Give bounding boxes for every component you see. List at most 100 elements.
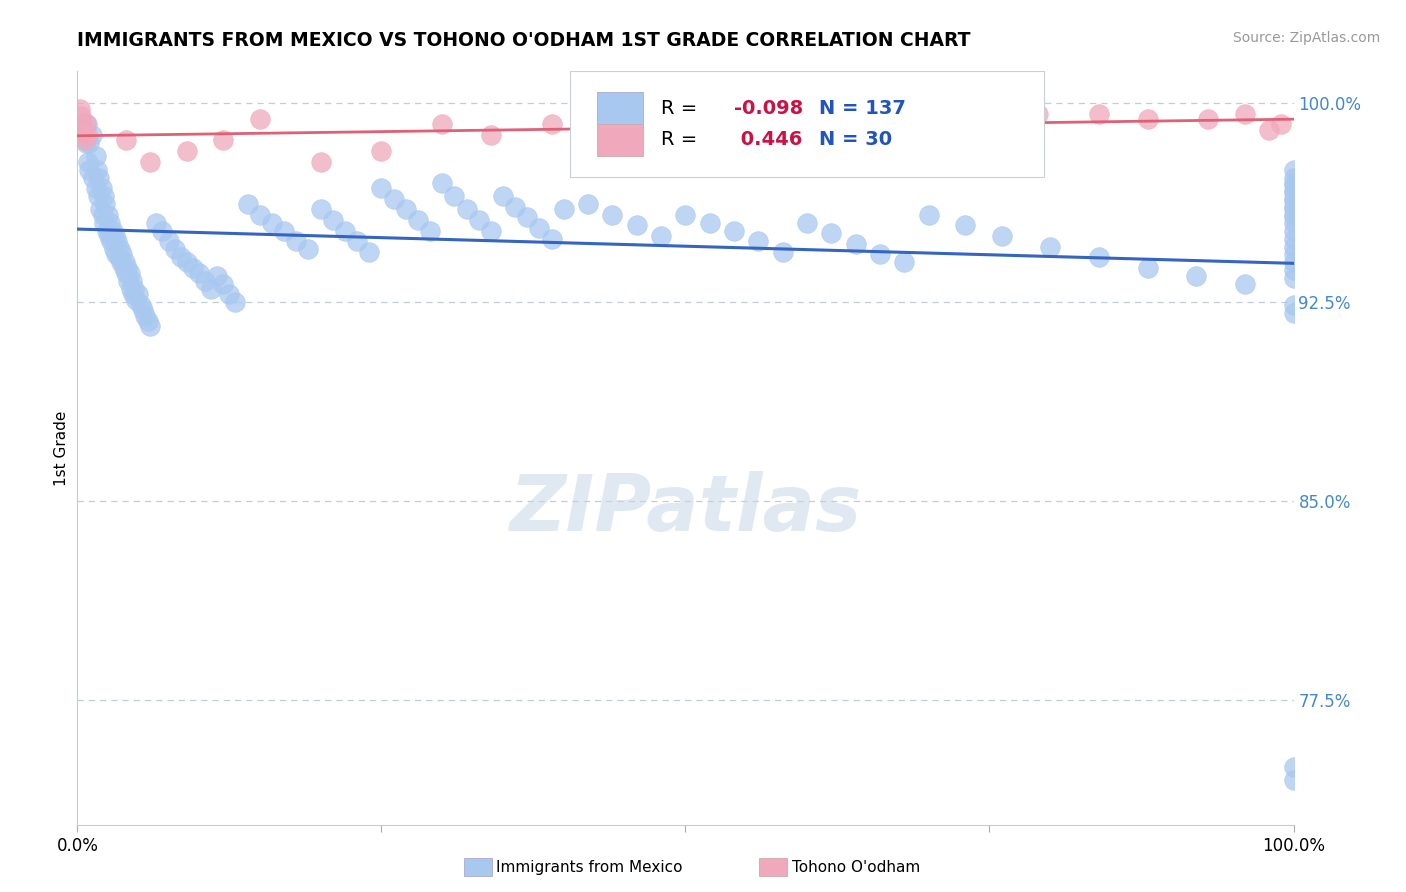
Point (145, 216, 167, 230)
Text: R =: R = (661, 130, 703, 150)
Point (1282, 760, 1305, 774)
Point (100, 234, 122, 248)
FancyBboxPatch shape (596, 93, 643, 124)
Point (96, 224, 118, 238)
Point (188, 266, 211, 280)
Point (1282, 255, 1305, 269)
Point (602, 208, 624, 222)
Point (273, 224, 295, 238)
Point (1282, 263, 1305, 277)
Point (70, 118, 93, 132)
Point (107, 234, 129, 248)
Point (869, 247, 891, 261)
Text: Source: ZipAtlas.com: Source: ZipAtlas.com (1233, 31, 1381, 45)
Point (80, 128, 103, 142)
Point (134, 309, 156, 323)
Point (1282, 216, 1305, 230)
Point (70, 110, 93, 124)
Point (93, 189, 115, 203)
Point (118, 266, 141, 280)
Point (503, 200, 526, 214)
Point (139, 154, 162, 169)
Point (699, 216, 721, 230)
Point (529, 221, 551, 235)
Point (139, 319, 162, 334)
Point (333, 224, 356, 238)
Point (97, 208, 120, 222)
Point (1282, 772, 1305, 787)
Point (1039, 239, 1062, 253)
Point (540, 118, 562, 132)
Point (260, 216, 283, 230)
Point (1282, 231, 1305, 245)
Point (602, 128, 624, 142)
Point (1282, 194, 1305, 209)
Text: Immigrants from Mexico: Immigrants from Mexico (496, 860, 683, 874)
Point (540, 231, 562, 245)
Point (479, 128, 502, 142)
Point (1282, 162, 1305, 177)
Point (104, 228, 127, 243)
Point (1233, 277, 1256, 291)
Point (346, 234, 368, 248)
Point (443, 189, 465, 203)
Point (1136, 260, 1159, 275)
Point (370, 144, 392, 158)
Point (84, 149, 107, 163)
Point (322, 213, 344, 227)
Point (72, 122, 94, 136)
Point (125, 293, 148, 307)
Point (89, 170, 111, 185)
Point (1282, 202, 1305, 217)
Point (516, 211, 538, 225)
Point (117, 274, 139, 288)
Point (111, 247, 134, 261)
Point (249, 112, 271, 127)
Point (1233, 107, 1256, 121)
Text: N = 137: N = 137 (820, 99, 905, 118)
Point (675, 208, 697, 222)
Point (72, 125, 94, 139)
Point (120, 282, 142, 296)
Point (1136, 112, 1159, 127)
Point (76, 118, 98, 132)
Point (93, 216, 115, 230)
Point (97, 228, 120, 243)
Text: 0.446: 0.446 (734, 130, 803, 150)
Point (205, 268, 228, 283)
Point (382, 192, 405, 206)
Point (69, 102, 91, 116)
Point (110, 255, 132, 269)
Point (1282, 211, 1305, 225)
Point (576, 197, 599, 211)
Point (990, 228, 1012, 243)
Point (86, 162, 108, 177)
Point (87, 189, 110, 203)
Point (236, 197, 259, 211)
Point (1088, 250, 1111, 264)
Point (107, 250, 129, 264)
Point (723, 224, 745, 238)
Point (430, 118, 453, 132)
Point (112, 260, 135, 275)
Point (84, 181, 107, 195)
Point (132, 303, 155, 318)
Text: -0.098: -0.098 (734, 99, 803, 118)
Point (953, 118, 976, 132)
Point (90, 181, 112, 195)
Point (98, 216, 121, 230)
Point (1282, 271, 1305, 285)
Point (127, 287, 149, 301)
Text: IMMIGRANTS FROM MEXICO VS TOHONO O'ODHAM 1ST GRADE CORRELATION CHART: IMMIGRANTS FROM MEXICO VS TOHONO O'ODHAM… (77, 31, 970, 50)
Point (1282, 247, 1305, 261)
Point (76, 128, 98, 142)
Point (893, 118, 915, 132)
FancyBboxPatch shape (569, 71, 1045, 177)
Point (218, 287, 240, 301)
Point (79, 136, 101, 150)
Point (115, 133, 138, 147)
Point (309, 154, 332, 169)
Point (845, 236, 868, 251)
Point (163, 242, 186, 256)
Point (152, 224, 174, 238)
